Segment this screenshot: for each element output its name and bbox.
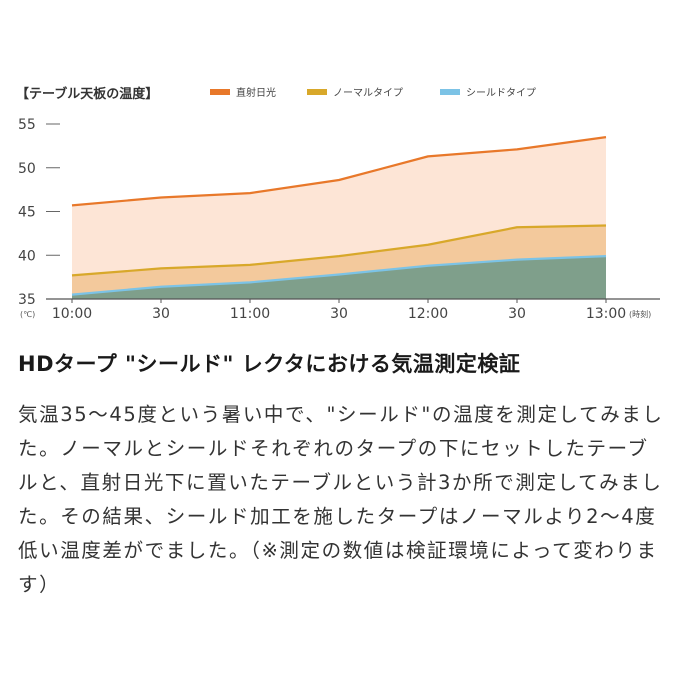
x-tick-label: 10:00 bbox=[52, 306, 92, 322]
y-tick-label: 40 bbox=[18, 248, 36, 264]
area-band bbox=[72, 225, 606, 295]
chart-areas bbox=[72, 137, 606, 299]
series-line bbox=[71, 224, 607, 277]
x-unit-label: (時刻) bbox=[629, 309, 651, 319]
legend-label: シールドタイプ bbox=[466, 87, 536, 99]
chart-lines bbox=[71, 136, 607, 296]
legend-swatch bbox=[440, 89, 460, 95]
chart-title: 【テーブル天板の温度】 bbox=[16, 86, 158, 102]
x-tick-label: 12:00 bbox=[408, 306, 448, 322]
y-tick-label: 55 bbox=[18, 117, 36, 133]
x-tick-label: 30 bbox=[508, 306, 526, 322]
x-tick-label: 30 bbox=[152, 306, 170, 322]
article-body: 気温35〜45度という暑い中で、"シールド"の温度を測定してみました。ノーマルと… bbox=[18, 403, 664, 596]
x-tick-label: 13:00 bbox=[586, 306, 626, 322]
x-tick-label: 11:00 bbox=[230, 306, 270, 322]
legend-label: 直射日光 bbox=[236, 86, 276, 99]
y-axis: 55 50 45 40 35 bbox=[18, 117, 60, 308]
x-tick-label: 30 bbox=[330, 306, 348, 322]
chart-legend: 直射日光 ノーマルタイプ シールドタイプ bbox=[210, 86, 536, 99]
x-axis: 10:00 30 11:00 30 12:00 30 13:00 bbox=[46, 298, 660, 322]
area-band bbox=[72, 137, 606, 276]
series-line bbox=[71, 136, 607, 207]
y-tick-label: 50 bbox=[18, 161, 36, 177]
y-tick-label: 35 bbox=[18, 292, 36, 308]
legend-label: ノーマルタイプ bbox=[333, 87, 403, 99]
temperature-chart: 【テーブル天板の温度】 直射日光 ノーマルタイプ シールドタイプ 55 50 45 40 3… bbox=[16, 86, 660, 322]
article-heading: HDタープ "シールド" レクタにおける気温測定検証 bbox=[18, 352, 521, 376]
legend-swatch bbox=[307, 89, 327, 95]
y-tick-label: 45 bbox=[18, 205, 36, 221]
legend-swatch bbox=[210, 89, 230, 95]
area-band bbox=[72, 256, 606, 299]
y-unit-label: (℃) bbox=[20, 310, 35, 319]
series-line bbox=[71, 255, 607, 296]
